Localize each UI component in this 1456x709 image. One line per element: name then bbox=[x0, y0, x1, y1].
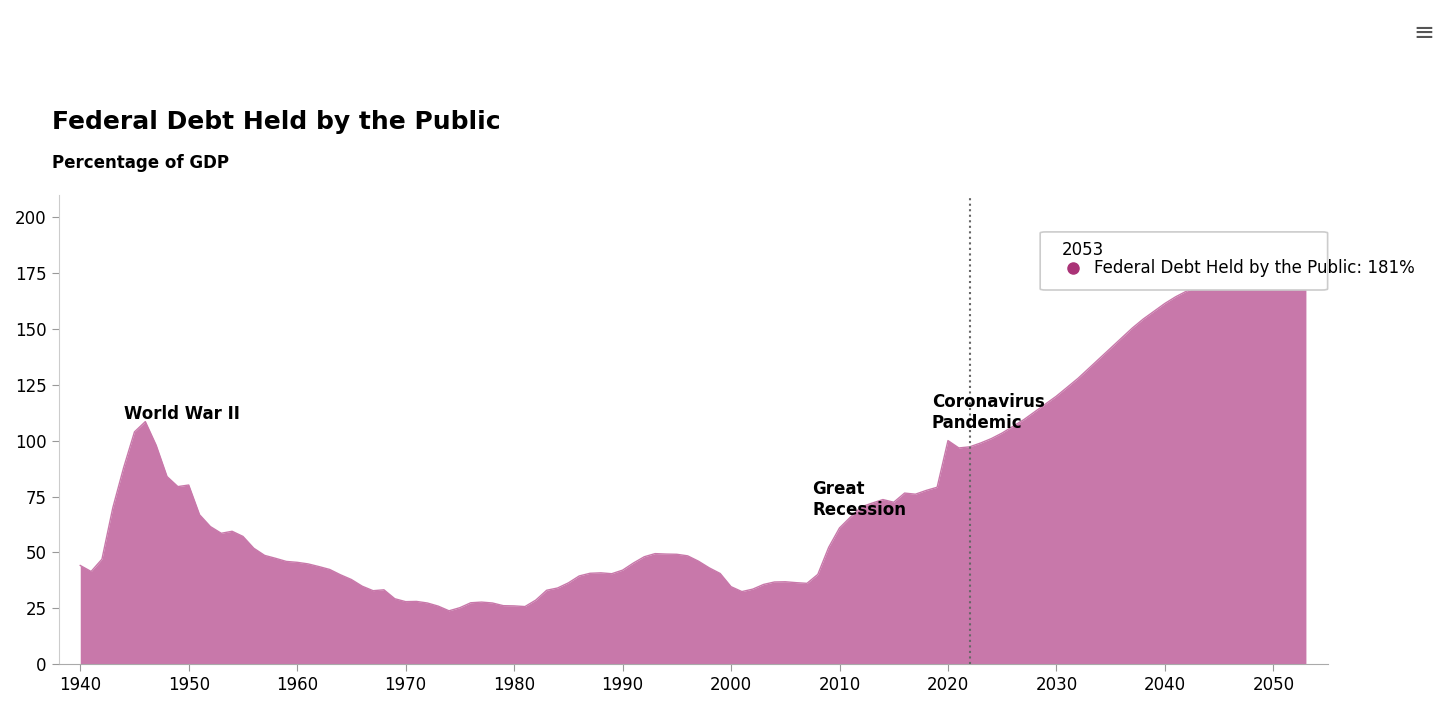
Text: Coronavirus
Pandemic: Coronavirus Pandemic bbox=[932, 393, 1044, 432]
Text: Percentage of GDP: Percentage of GDP bbox=[52, 154, 229, 172]
Text: ≡: ≡ bbox=[1414, 21, 1434, 45]
Text: World War II: World War II bbox=[124, 405, 239, 423]
Text: 2053: 2053 bbox=[1061, 241, 1104, 259]
FancyBboxPatch shape bbox=[1040, 232, 1328, 290]
Text: Federal Debt Held by the Public: Federal Debt Held by the Public bbox=[52, 110, 501, 134]
Text: Great
Recession: Great Recession bbox=[812, 480, 907, 519]
Text: Federal Debt Held by the Public: 181%: Federal Debt Held by the Public: 181% bbox=[1095, 259, 1415, 277]
